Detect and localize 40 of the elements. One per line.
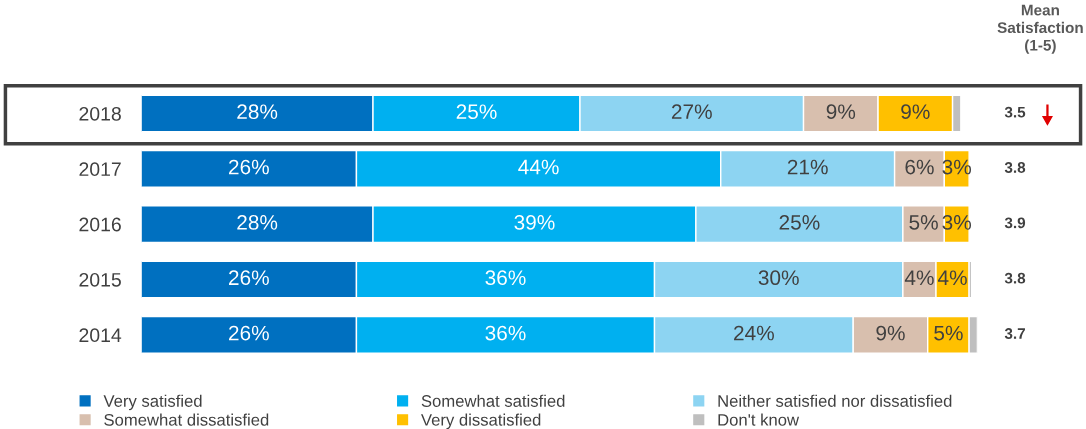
text: 3.5 bbox=[1004, 106, 1026, 118]
data-label: 30% bbox=[758, 270, 799, 286]
text: Mean Satisfaction (1-5) bbox=[997, 4, 1083, 54]
data-label: 25% bbox=[779, 214, 820, 230]
data-label: 6% bbox=[905, 159, 934, 175]
y-tick-label: 2015 bbox=[79, 272, 121, 287]
data-label: 26% bbox=[229, 159, 269, 175]
data-label: 27% bbox=[671, 104, 712, 119]
data-label: 5% bbox=[909, 215, 938, 230]
legend-label: Very dissatisfied bbox=[421, 413, 541, 429]
data-label: 4% bbox=[937, 270, 967, 285]
data-label: 28% bbox=[237, 104, 278, 120]
legend-label: Don't know bbox=[718, 413, 800, 426]
legend-label: Very satisfied bbox=[103, 394, 202, 411]
data-label: 28% bbox=[237, 214, 278, 230]
text: 3.8 bbox=[1004, 162, 1026, 173]
y-tick-label: 2016 bbox=[79, 217, 121, 232]
data-label: 36% bbox=[485, 325, 526, 341]
text: 3.9 bbox=[1004, 217, 1026, 229]
data-label: 24% bbox=[734, 325, 774, 341]
legend-label: Neither satisfied nor dissatisfied bbox=[718, 394, 952, 407]
data-label: 26% bbox=[229, 325, 269, 341]
text: 3.8 bbox=[1004, 272, 1026, 284]
data-label: 39% bbox=[514, 214, 555, 230]
data-label: 44% bbox=[518, 159, 559, 175]
y-tick-label: 2018 bbox=[79, 106, 121, 121]
y-tick-label: 2017 bbox=[79, 162, 121, 177]
data-label: 25% bbox=[456, 104, 497, 120]
data-label: 21% bbox=[787, 159, 828, 175]
data-label: 4% bbox=[904, 270, 934, 285]
data-label: 9% bbox=[901, 104, 930, 120]
data-label: 9% bbox=[826, 104, 856, 120]
y-tick-label: 2014 bbox=[79, 328, 122, 343]
data-label: 36% bbox=[485, 270, 526, 286]
legend-label: Somewhat dissatisfied bbox=[104, 413, 269, 426]
data-label: 26% bbox=[229, 270, 269, 286]
legend-label: Somewhat satisfied bbox=[421, 394, 565, 407]
data-label: 9% bbox=[876, 325, 905, 341]
text: 3.7 bbox=[1004, 328, 1025, 339]
data-label: 5% bbox=[934, 325, 963, 341]
